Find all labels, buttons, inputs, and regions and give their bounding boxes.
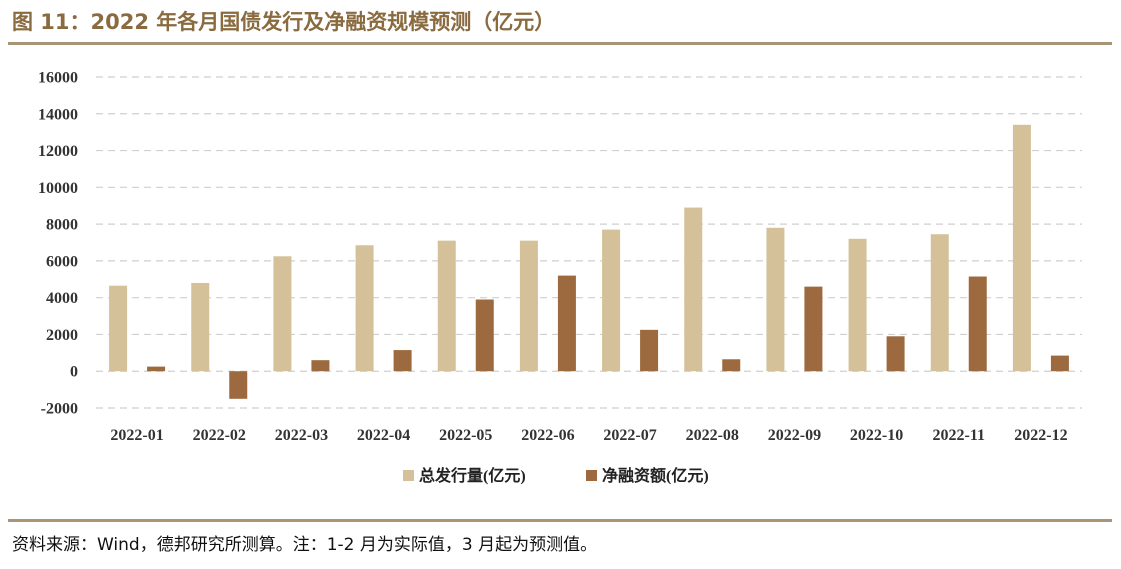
legend-label-total-issuance: 总发行量(亿元): [419, 466, 526, 485]
y-tick-label: 16000: [38, 70, 78, 87]
bar-total-issuance: [437, 240, 456, 372]
bar-net-financing: [640, 329, 659, 372]
x-tick-label: 2022-09: [768, 427, 821, 444]
bar-total-issuance: [519, 240, 538, 372]
bar-net-financing: [229, 371, 248, 399]
bar-total-issuance: [930, 234, 949, 372]
x-tick-label: 2022-11: [933, 427, 985, 444]
x-tick-label: 2022-08: [686, 427, 739, 444]
y-tick-label: 4000: [46, 290, 78, 307]
y-tick-label: 10000: [38, 180, 78, 197]
bar-chart: -2000 0 2000 4000 6000 8000 10000 12000 14000 160…: [38, 70, 1082, 485]
x-tick-label: 2022-12: [1014, 427, 1067, 444]
bar-total-issuance: [109, 285, 128, 372]
bar-net-financing: [1050, 355, 1069, 372]
y-tick-label: 14000: [38, 106, 78, 123]
bar-total-issuance: [602, 229, 621, 372]
bar-net-financing: [475, 299, 494, 372]
bar-total-issuance: [355, 245, 374, 372]
y-tick-label: 8000: [46, 217, 78, 234]
bar-net-financing: [804, 286, 823, 372]
x-tick-label: 2022-07: [603, 427, 656, 444]
y-tick-label: 6000: [46, 253, 78, 270]
x-tick-label: 2022-06: [521, 427, 574, 444]
y-tick-label: 2000: [46, 327, 78, 344]
y-tick-label: 0: [70, 364, 78, 381]
bottom-divider: [8, 519, 1112, 522]
bar-net-financing: [968, 276, 987, 372]
bar-total-issuance: [273, 256, 292, 372]
bar-net-financing: [147, 366, 166, 372]
source-note: 资料来源：Wind，德邦研究所测算。注：1-2 月为实际值，3 月起为预测值。: [12, 535, 598, 555]
y-tick-label: 12000: [38, 143, 78, 160]
x-tick-label: 2022-10: [850, 427, 903, 444]
x-tick-label: 2022-04: [357, 427, 410, 444]
x-tick-label: 2022-02: [193, 427, 246, 444]
bar-total-issuance: [766, 227, 785, 372]
bar-net-financing: [886, 336, 905, 372]
x-tick-label: 2022-05: [439, 427, 492, 444]
bar-net-financing: [557, 275, 576, 372]
x-tick-label: 2022-01: [110, 427, 163, 444]
bar-total-issuance: [848, 238, 867, 372]
bar-total-issuance: [191, 282, 210, 372]
chart-container: -2000 0 2000 4000 6000 8000 10000 12000 14000 160…: [8, 46, 1112, 516]
x-tick-label: 2022-03: [275, 427, 328, 444]
y-tick-label: -2000: [41, 401, 78, 418]
legend-label-net-financing: 净融资额(亿元): [602, 466, 709, 485]
figure-title: 图 11：2022 年各月国债发行及净融资规模预测（亿元）: [12, 10, 556, 34]
top-divider: [8, 42, 1112, 45]
legend-swatch-net-financing: [586, 470, 597, 481]
legend-swatch-total-issuance: [403, 470, 414, 481]
bar-total-issuance: [1012, 124, 1031, 372]
bar-net-financing: [393, 350, 412, 372]
bar-net-financing: [311, 360, 330, 372]
bar-net-financing: [722, 359, 741, 372]
bar-total-issuance: [684, 207, 703, 372]
